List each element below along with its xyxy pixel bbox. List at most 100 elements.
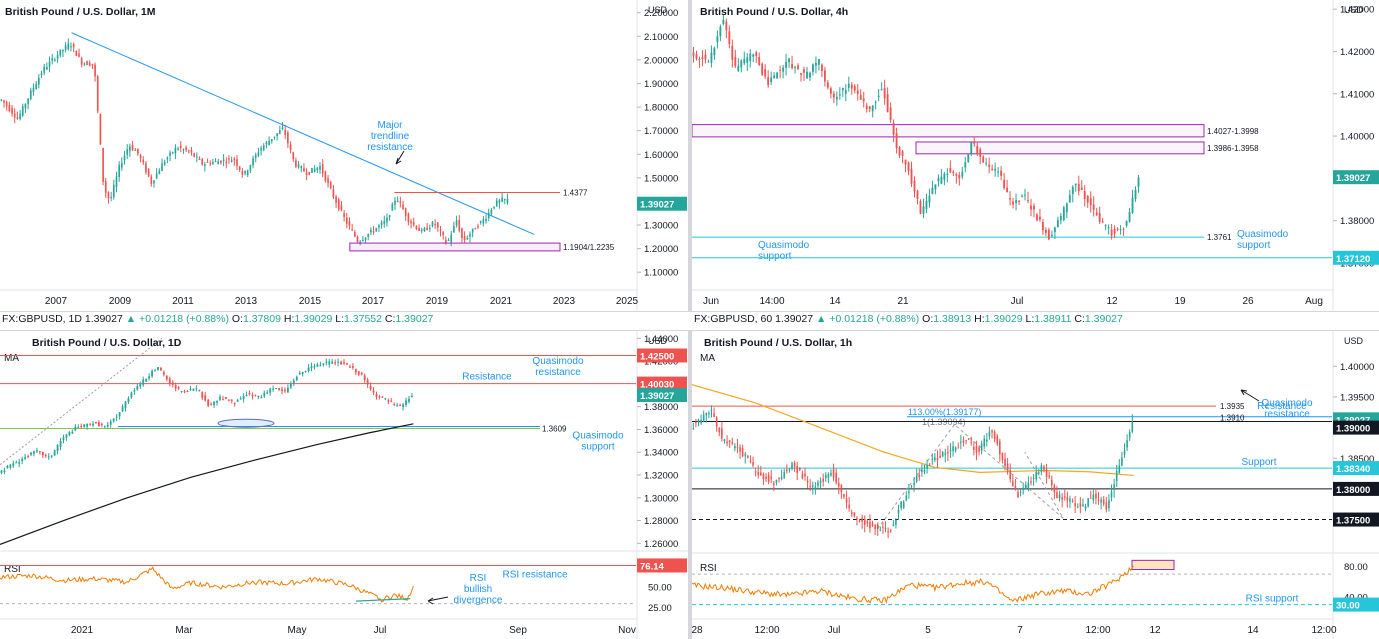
candle-body [739,447,741,452]
hourly-low-label: L: [1025,313,1035,325]
support-zone [349,242,561,252]
candle-body [883,87,886,99]
candle-body [98,422,100,426]
supply-zone [915,141,1205,155]
resistance-tag: 1.40030 [640,380,674,391]
candle-body [1097,499,1100,501]
candle-body [56,445,59,451]
candle-body [129,146,131,152]
candle-body [1009,470,1012,480]
x-tick-label: 2007 [45,296,68,307]
candle-body [788,469,791,471]
candle-body [811,485,814,487]
hourly-symbol[interactable]: FX:GBPUSD, 60 [694,313,773,325]
x-tick-label: 2011 [172,296,194,307]
candle-body [241,171,244,175]
x-tick-label: 21 [897,296,909,307]
candle-body [1022,487,1025,491]
hourly-open-label: O: [922,313,934,325]
candle-body [316,364,319,367]
candle-body [100,423,103,425]
candle-body [1110,229,1113,236]
quasimodo-resistance-annotation: resistance [535,367,581,378]
panel-divider-horizontal[interactable] [0,311,1379,331]
candle-body [818,59,820,65]
candle-body [856,517,858,519]
x-tick-label: 2015 [299,296,322,307]
candle-body [396,405,399,407]
candle-body [858,520,861,522]
candle-body [391,203,394,211]
candle-body [3,100,5,103]
candle-body [366,379,369,385]
candle-body [437,222,439,228]
hourly-chart-panel[interactable]: USD 1.40000 1.39500 1.39000 1.38500 1.38000 1.… [692,331,1379,639]
candle-body [35,450,38,452]
candle-body [1079,503,1082,507]
hourly-close: 1.39027 [1084,313,1123,325]
candle-body [262,145,265,150]
candle-body [910,168,913,184]
x-tick-label: 12:00 [754,625,779,636]
candle-body [918,475,921,478]
candle-body [72,43,75,48]
candle-body [707,61,710,63]
candle-body [708,413,710,415]
candle-body [150,176,153,184]
x-tick-label: May [288,625,307,636]
candle-body [1107,227,1110,229]
candle-body [378,225,380,228]
rsi-support-tag: 30.00 [1336,601,1360,612]
candle-body [1058,494,1061,499]
candle-body [209,163,212,165]
daily-chart[interactable]: USD1.440001.420001.400001.380001.360001.… [0,331,688,639]
x-tick-label: Jul [828,625,841,636]
monthly-chart-panel[interactable]: USD 2.20000 2.10000 2.00000 1.90000 1.80000 1.… [0,0,688,311]
candle-body [485,218,487,221]
rsi-divergence-annotation: RSI [470,573,487,584]
candle-body [1104,225,1107,227]
resistance-value-13935: 1.3935 [1220,402,1245,411]
candle-body [83,63,86,65]
candle-body [1001,452,1004,461]
candle-body [70,46,72,48]
candle-body [721,428,723,439]
candle-body [246,170,249,176]
price-tag-138000: 1.38000 [1336,485,1370,496]
rsi-support-tag-bg [1333,597,1379,612]
candle-body [145,163,147,173]
candle-body [38,451,41,453]
candle-body [1087,498,1089,507]
candle-body [964,162,967,168]
currency-label: USD [1344,5,1364,15]
candle-body [356,236,359,242]
supply-zone-label: 1.3986-1.3958 [1207,144,1259,153]
four-hour-chart-panel[interactable]: USD1.430001.420001.410001.400001.390001.… [692,0,1379,311]
candle-body [941,451,944,457]
candle-body [163,161,166,165]
candle-body [1119,229,1122,231]
candle-body [65,434,68,438]
candle-body [394,200,396,205]
x-tick-label: 28 [692,625,703,636]
candle-body [856,90,859,94]
candle-body [908,491,910,494]
daily-chart-panel[interactable]: USD1.440001.420001.400001.380001.360001.… [0,331,688,639]
candle-body [284,129,287,135]
candle-body [224,397,227,399]
candle-body [142,159,145,163]
daily-symbol[interactable]: FX:GBPUSD, 1D [2,313,82,325]
four-hour-chart[interactable]: USD1.430001.420001.410001.400001.390001.… [692,0,1379,311]
candle-body [960,441,962,443]
candle-body [767,77,770,86]
candle-body [212,161,214,164]
support-price-tag-bg [1333,461,1379,476]
quasimodo-support-left-annotation: support [758,251,792,262]
candle-body [139,384,142,387]
candle-body [970,142,973,154]
candle-body [195,388,198,390]
hourly-chart[interactable]: USD 1.40000 1.39500 1.39000 1.38500 1.38000 1.… [692,331,1379,639]
candle-body [1077,183,1080,192]
candle-body [1042,222,1044,231]
